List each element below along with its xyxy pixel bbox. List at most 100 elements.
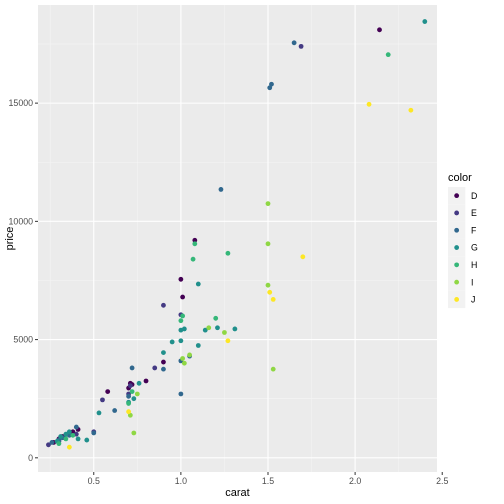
data-point-F: [291, 40, 297, 46]
data-point-H: [180, 313, 186, 319]
data-point-I: [222, 330, 227, 335]
data-point-I: [181, 360, 187, 366]
data-point-D: [143, 378, 149, 384]
data-point-H: [213, 315, 219, 321]
data-point-I: [131, 430, 137, 436]
data-point-G: [195, 281, 201, 287]
data-point-J: [300, 254, 306, 260]
data-point-E: [161, 302, 166, 308]
data-point-F: [126, 393, 132, 399]
legend-label-E: E: [471, 208, 477, 218]
y-tick-label: 0: [28, 453, 33, 463]
data-point-F: [129, 365, 135, 371]
legend-swatch-I: [454, 279, 460, 285]
data-point-I: [127, 412, 133, 418]
data-point-H: [385, 52, 391, 58]
legend-swatch-H: [454, 262, 460, 268]
data-points: [46, 19, 428, 450]
legend-swatch-G: [454, 245, 460, 250]
data-point-G: [202, 327, 208, 333]
data-point-G: [215, 325, 220, 331]
data-point-H: [70, 432, 76, 438]
data-point-E: [298, 43, 304, 49]
legend-swatch-E: [454, 210, 460, 216]
data-point-J: [270, 296, 276, 302]
data-point-F: [161, 366, 166, 372]
data-point-D: [180, 294, 186, 300]
legend-label-J: J: [471, 295, 475, 305]
y-axis: 0 5000 10000 15000: [9, 98, 38, 463]
data-point-I: [265, 201, 271, 207]
data-point-I: [206, 325, 212, 331]
data-point-D: [178, 276, 184, 282]
data-point-I: [265, 241, 271, 247]
data-point-F: [49, 440, 55, 445]
data-point-J: [408, 107, 414, 113]
data-point-D: [161, 359, 166, 365]
legend-label-F: F: [471, 225, 477, 235]
x-tick-label: 0.5: [88, 476, 100, 486]
data-point-D: [377, 27, 382, 33]
legend-label-H: H: [471, 260, 477, 270]
data-point-E: [100, 397, 105, 403]
data-point-G: [422, 19, 428, 24]
legend-label-G: G: [471, 243, 478, 253]
y-tick-label: 5000: [13, 335, 33, 345]
data-point-G: [96, 410, 102, 416]
data-point-G: [75, 436, 81, 442]
data-point-G: [169, 339, 175, 345]
data-point-E: [46, 442, 51, 448]
data-point-I: [265, 282, 271, 288]
data-point-G: [58, 434, 64, 439]
data-point-G: [178, 338, 184, 344]
data-point-E: [152, 365, 158, 371]
data-point-G: [131, 396, 137, 402]
data-point-H: [56, 441, 62, 447]
y-tick-label: 10000: [9, 216, 34, 226]
data-point-G: [84, 437, 90, 443]
data-point-F: [91, 430, 97, 436]
data-point-D: [192, 237, 198, 243]
data-point-G: [195, 343, 201, 348]
data-point-H: [225, 250, 231, 256]
data-point-I: [134, 391, 140, 397]
data-point-I: [270, 366, 276, 372]
data-point-I: [187, 352, 192, 358]
data-point-D: [70, 429, 76, 435]
data-point-G: [136, 380, 142, 386]
data-point-G: [232, 326, 238, 332]
x-tick-label: 1.0: [175, 476, 187, 486]
data-point-E: [127, 383, 133, 389]
data-point-J: [267, 289, 273, 295]
legend-title: color: [448, 172, 472, 184]
grid-major-lines: [38, 5, 443, 472]
legend-label-D: D: [471, 191, 477, 201]
data-point-H: [190, 256, 196, 262]
data-point-I: [180, 356, 186, 361]
legend-swatch-J: [454, 297, 460, 302]
legend-swatch-D: [454, 193, 460, 199]
x-tick-label: 1.5: [262, 476, 274, 486]
data-point-F: [267, 85, 273, 91]
x-axis: 0.5 1.0 1.5 2.0 2.5: [88, 472, 448, 486]
data-point-F: [178, 391, 184, 397]
data-point-F: [112, 408, 118, 413]
x-tick-label: 2.0: [349, 476, 361, 486]
data-point-D: [105, 389, 111, 395]
data-point-H: [63, 436, 69, 442]
data-point-J: [225, 338, 231, 344]
x-axis-title: carat: [225, 487, 249, 499]
data-point-F: [269, 81, 274, 87]
data-point-G: [63, 431, 69, 437]
data-point-H: [192, 241, 198, 247]
data-point-F: [73, 424, 79, 430]
data-point-H: [178, 318, 184, 324]
legend-label-I: I: [471, 277, 473, 287]
data-point-G: [181, 326, 187, 332]
y-axis-title: price: [4, 227, 16, 251]
data-point-G: [66, 429, 72, 435]
data-point-J: [66, 444, 72, 450]
data-point-H: [126, 401, 132, 406]
plot-panel: [38, 5, 437, 472]
